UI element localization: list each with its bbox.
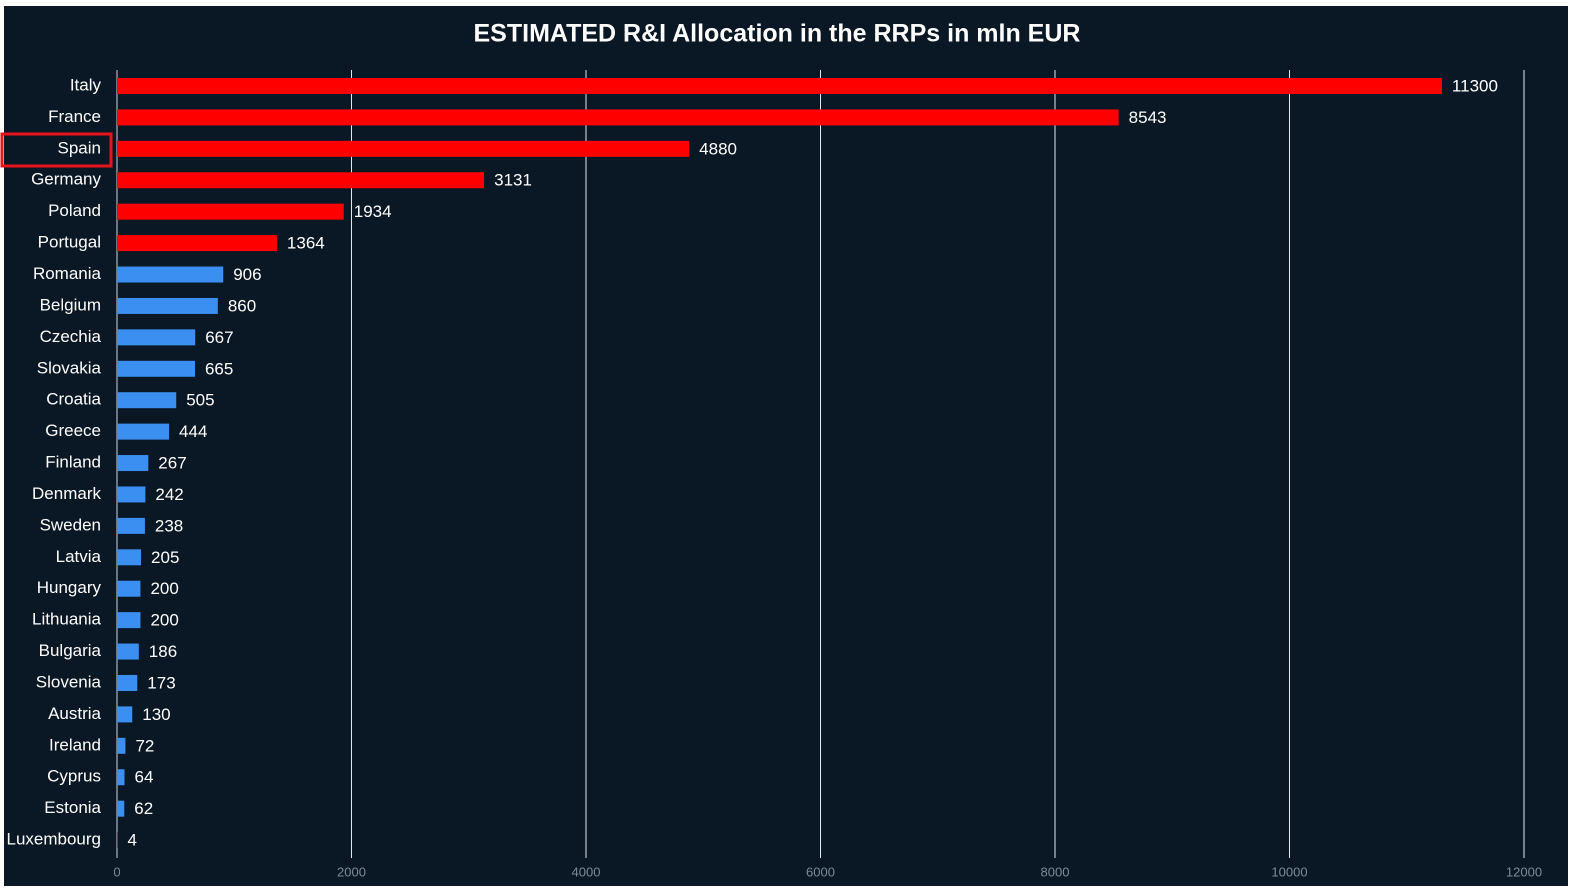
y-tick-label: Belgium xyxy=(40,295,101,314)
value-label: 72 xyxy=(135,736,154,755)
bar xyxy=(117,266,224,283)
bar xyxy=(117,580,141,597)
bar xyxy=(117,486,146,503)
x-tick-label: 8000 xyxy=(1041,864,1070,879)
y-tick-label: Latvia xyxy=(56,547,102,566)
bar xyxy=(117,455,149,472)
y-tick-label: Sweden xyxy=(40,515,101,534)
bar xyxy=(117,706,133,723)
y-tick-label: Slovenia xyxy=(36,672,102,691)
value-label: 1364 xyxy=(287,234,325,253)
value-label: 267 xyxy=(158,454,186,473)
bar xyxy=(117,297,218,314)
value-label: 130 xyxy=(142,705,170,724)
value-label: 860 xyxy=(228,296,256,315)
value-label: 8543 xyxy=(1129,108,1167,127)
bar xyxy=(117,140,690,157)
bar xyxy=(117,203,344,220)
value-label: 906 xyxy=(233,265,261,284)
x-tick-label: 12000 xyxy=(1506,864,1542,879)
bar xyxy=(117,329,196,346)
bar xyxy=(117,674,138,691)
x-tick-label: 10000 xyxy=(1271,864,1307,879)
chart-background xyxy=(4,6,1568,886)
value-label: 667 xyxy=(205,328,233,347)
y-tick-label: France xyxy=(48,107,101,126)
value-label: 665 xyxy=(205,359,233,378)
value-label: 444 xyxy=(179,422,207,441)
y-tick-label: Lithuania xyxy=(32,610,102,629)
x-tick-label: 6000 xyxy=(806,864,835,879)
bar xyxy=(117,517,145,534)
bar xyxy=(117,360,195,377)
value-label: 242 xyxy=(155,485,183,504)
bar xyxy=(117,109,1119,126)
bar xyxy=(117,78,1442,94)
value-label: 4 xyxy=(127,831,136,850)
bar xyxy=(117,800,125,817)
value-label: 238 xyxy=(155,516,183,535)
x-tick-label: 0 xyxy=(113,864,120,879)
value-label: 62 xyxy=(134,799,153,818)
value-label: 3131 xyxy=(494,171,532,190)
bar xyxy=(117,392,177,409)
value-label: 200 xyxy=(150,579,178,598)
y-tick-label: Portugal xyxy=(38,233,101,252)
y-tick-label: Finland xyxy=(45,453,101,472)
y-tick-label: Bulgaria xyxy=(39,641,102,660)
y-tick-label: Poland xyxy=(48,201,101,220)
value-label: 505 xyxy=(186,391,214,410)
bar xyxy=(117,423,170,440)
y-tick-label: Cyprus xyxy=(47,767,101,786)
y-tick-label: Ireland xyxy=(49,735,101,754)
value-label: 205 xyxy=(151,548,179,567)
bar xyxy=(117,769,125,786)
value-label: 4880 xyxy=(699,139,737,158)
y-tick-label: Italy xyxy=(70,75,102,94)
y-tick-label: Spain xyxy=(58,138,101,157)
value-label: 173 xyxy=(147,673,175,692)
bar xyxy=(117,172,485,189)
bar xyxy=(117,643,139,660)
y-tick-label: Czechia xyxy=(40,327,102,346)
bar xyxy=(117,612,141,629)
x-tick-label: 4000 xyxy=(572,864,601,879)
y-tick-label: Greece xyxy=(45,421,101,440)
y-tick-label: Romania xyxy=(33,264,102,283)
value-label: 1934 xyxy=(354,202,392,221)
value-label: 186 xyxy=(149,642,177,661)
y-tick-label: Estonia xyxy=(44,798,101,817)
y-tick-label: Hungary xyxy=(37,578,102,597)
value-label: 200 xyxy=(150,611,178,630)
x-tick-label: 2000 xyxy=(337,864,366,879)
y-tick-label: Luxembourg xyxy=(6,830,101,849)
value-label: 11300 xyxy=(1452,76,1498,95)
highlight-box xyxy=(0,132,113,168)
bar xyxy=(117,737,126,754)
value-label: 64 xyxy=(135,768,154,787)
y-tick-label: Denmark xyxy=(32,484,101,503)
chart-title: ESTIMATED R&I Allocation in the RRPs in … xyxy=(474,20,1081,48)
y-tick-label: Austria xyxy=(48,704,101,723)
bar xyxy=(117,549,142,566)
bar xyxy=(117,235,277,252)
y-tick-label: Croatia xyxy=(46,390,101,409)
y-tick-label: Germany xyxy=(31,170,101,189)
y-tick-label: Slovakia xyxy=(37,358,102,377)
